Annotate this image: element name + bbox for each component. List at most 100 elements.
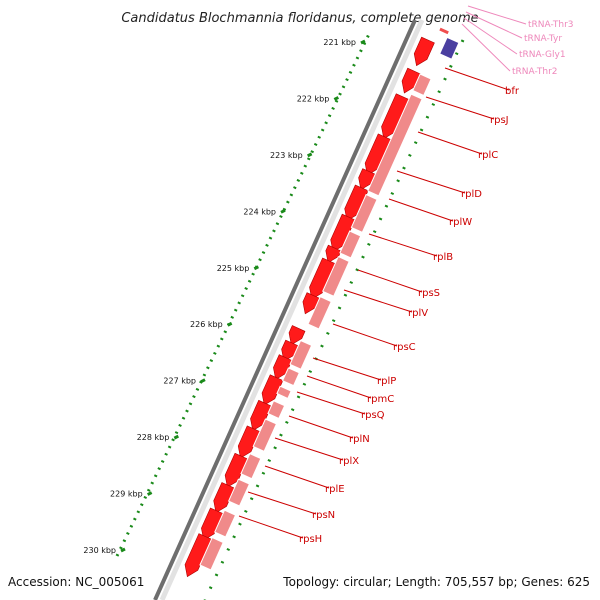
forward-gene-arrow: [358, 168, 376, 191]
forward-gene-arrow: [281, 339, 299, 362]
forward-gene-arrow: [201, 507, 224, 541]
kbp-tick: [120, 547, 126, 553]
backbone-light-edge: [159, 18, 425, 600]
reverse-gene-block: [227, 478, 251, 507]
reverse-gene-block: [199, 536, 224, 571]
gene-label: rplX: [339, 456, 359, 467]
gene-label: rplB: [433, 252, 453, 263]
gene-leader-line: [388, 198, 454, 222]
gene-label: bfr: [505, 86, 520, 97]
gene-label: rplN: [349, 434, 370, 445]
kbp-label: 229 kbp: [110, 490, 143, 499]
reverse-gene-block: [412, 73, 432, 97]
kbp-label: 225 kbp: [217, 264, 250, 273]
kbp-tick: [333, 96, 340, 101]
gene-label: rplV: [408, 308, 428, 319]
reverse-gene-block: [322, 255, 350, 297]
gene-labels: tRNA-Thr3 tRNA-Tyr tRNA-Gly1 tRNA-Thr2 bfr rp…: [238, 5, 574, 545]
gene-leader-line: [425, 96, 495, 120]
reverse-gene-block: [214, 509, 237, 538]
forward-gene-arrow: [224, 452, 249, 488]
gene-leader-line: [296, 391, 366, 415]
gene-leader-line: [306, 375, 372, 399]
gene-leader-line: [444, 67, 510, 91]
trna-leader-line: [465, 11, 523, 39]
kbp-label: 226 kbp: [190, 320, 223, 329]
gene-leader-line: [343, 289, 413, 313]
gene-leader-line: [417, 131, 483, 155]
gene-leader-line: [332, 323, 398, 347]
reverse-gene-block: [252, 418, 278, 452]
gene-label: rplC: [478, 150, 498, 161]
kbp-label: 224 kbp: [243, 207, 276, 216]
forward-gene-arrow: [250, 399, 272, 432]
kbp-tick: [173, 434, 180, 440]
forward-gene-arrow: [364, 133, 392, 176]
reverse-gene-block: [281, 367, 300, 387]
gene-label: rpsJ: [490, 115, 509, 126]
gene-lanes: [184, 26, 465, 600]
forward-gene-arrow: [213, 482, 235, 514]
gene-label: rplW: [449, 217, 472, 228]
kbp-tick: [226, 321, 233, 327]
kbp-tick: [200, 378, 206, 384]
kbp-label: 227 kbp: [163, 377, 196, 386]
trna-leader-line: [467, 5, 527, 25]
reverse-gene-block: [240, 453, 262, 480]
gene-label: rpsH: [299, 534, 322, 545]
gene-leader-line: [368, 233, 438, 257]
kbp-label: 222 kbp: [297, 94, 330, 103]
kbp-tick: [146, 491, 153, 496]
reverse-gene-block: [339, 230, 362, 259]
backbone-dark-edge: [153, 19, 417, 600]
gene-leader-line: [264, 465, 330, 489]
forward-gene-arrow: [325, 244, 342, 264]
kbp-ruler: 221 kbp 222 kbp 223 kbp 224 kbp 225 kbp 226 k…: [83, 31, 372, 557]
gene-label: rpsC: [393, 342, 416, 353]
gene-leader-line: [247, 491, 317, 515]
forward-gene-arrow: [184, 533, 213, 578]
gene-label: rplD: [461, 189, 482, 200]
other-gene-block: [439, 36, 460, 60]
gene-leader-line: [238, 515, 304, 539]
forward-gene-arrow: [344, 184, 369, 222]
kbp-tick: [306, 152, 313, 158]
forward-gene-arrow: [309, 257, 336, 300]
forward-gene-arrow: [330, 213, 356, 253]
forward-gene-arrow: [381, 93, 410, 140]
trna-label: tRNA-Tyr: [524, 34, 562, 44]
gene-label: rpsN: [312, 510, 335, 521]
kbp-label: 230 kbp: [83, 546, 116, 555]
trna-label: tRNA-Thr2: [512, 67, 558, 77]
kbp-tick: [280, 208, 286, 214]
reverse-strand-guide: [203, 39, 465, 600]
kbp-tick: [253, 265, 260, 271]
reverse-gene-block: [350, 193, 378, 233]
kbp-tick: [360, 39, 366, 45]
trna-label: tRNA-Thr3: [528, 20, 574, 30]
gene-leader-line: [288, 415, 354, 439]
gene-leader-line: [357, 269, 423, 293]
forward-gene-arrow: [401, 67, 421, 94]
kbp-label: 221 kbp: [323, 38, 356, 47]
trna-label: tRNA-Gly1: [519, 50, 566, 60]
forward-gene-arrow: [288, 325, 306, 346]
trna-leader-line: [461, 23, 511, 72]
forward-gene-arrow: [302, 292, 321, 315]
forward-gene-arrow: [413, 36, 435, 67]
forward-gene-arrow: [273, 354, 293, 380]
reverse-gene-block: [276, 385, 292, 400]
gene-leader-line: [312, 357, 382, 381]
gene-label: rplP: [377, 376, 396, 387]
gene-label: rpsS: [418, 288, 440, 299]
gene-leader-line: [274, 437, 344, 461]
forward-gene-arrow: [261, 374, 284, 406]
gene-label: rpmC: [367, 394, 394, 405]
forward-gene-arrow: [237, 425, 261, 459]
reverse-gene-block: [289, 339, 313, 370]
gene-label: rplE: [325, 484, 345, 495]
kbp-guide: [115, 31, 372, 557]
trna-block: [438, 26, 451, 36]
map-title: Candidatus Blochmannia floridanus, compl…: [121, 11, 478, 26]
